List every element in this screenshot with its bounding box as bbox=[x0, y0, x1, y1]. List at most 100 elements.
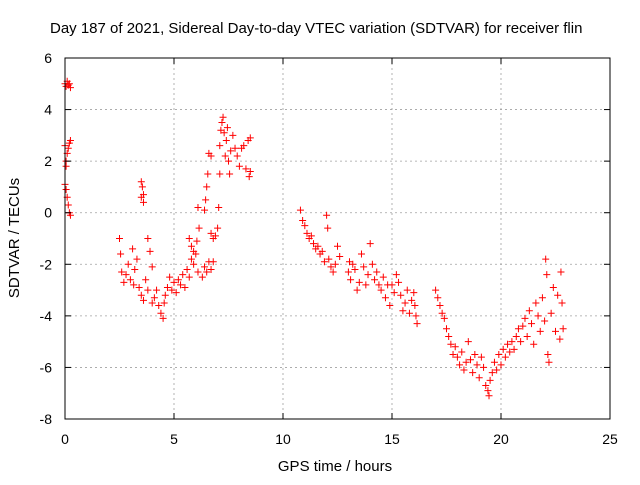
data-point bbox=[408, 296, 416, 304]
data-point bbox=[211, 232, 219, 240]
data-point bbox=[150, 294, 158, 302]
data-point bbox=[386, 302, 394, 310]
data-point bbox=[552, 327, 559, 335]
data-point bbox=[331, 260, 339, 268]
data-point bbox=[528, 320, 536, 328]
data-point bbox=[177, 281, 185, 289]
data-point bbox=[395, 278, 403, 286]
y-tick-label: 4 bbox=[44, 102, 52, 118]
data-point bbox=[547, 309, 555, 317]
data-point bbox=[347, 276, 355, 284]
data-point bbox=[349, 260, 357, 268]
data-point bbox=[194, 204, 202, 212]
data-point bbox=[368, 260, 376, 268]
data-point bbox=[379, 273, 387, 281]
data-point bbox=[219, 113, 227, 121]
data-point bbox=[214, 224, 222, 232]
data-point bbox=[137, 178, 145, 186]
data-point bbox=[246, 134, 254, 142]
x-tick-label: 20 bbox=[493, 431, 509, 447]
y-tick-label: 0 bbox=[44, 205, 52, 221]
data-point bbox=[484, 387, 492, 395]
data-point bbox=[542, 255, 550, 263]
data-point bbox=[399, 307, 407, 315]
data-point bbox=[301, 222, 309, 230]
data-point bbox=[221, 152, 229, 160]
data-point bbox=[366, 240, 374, 248]
data-point bbox=[160, 299, 168, 307]
data-point bbox=[534, 312, 542, 320]
y-tick-label: -2 bbox=[40, 256, 53, 272]
data-point bbox=[207, 152, 215, 160]
data-point bbox=[364, 271, 372, 279]
data-point bbox=[453, 353, 461, 361]
data-point bbox=[116, 235, 123, 242]
data-point bbox=[190, 260, 198, 268]
data-point bbox=[412, 312, 420, 320]
data-point bbox=[296, 206, 304, 214]
data-point bbox=[159, 314, 167, 322]
data-point bbox=[227, 147, 235, 155]
data-point bbox=[336, 253, 344, 261]
data-point bbox=[411, 302, 419, 310]
data-point bbox=[144, 286, 152, 294]
data-point bbox=[517, 338, 525, 346]
data-point bbox=[438, 309, 446, 317]
data-point bbox=[554, 291, 562, 299]
data-point bbox=[351, 265, 359, 273]
data-point bbox=[557, 268, 565, 276]
data-point bbox=[405, 309, 413, 317]
data-point bbox=[434, 294, 442, 302]
data-point bbox=[139, 198, 147, 206]
data-point bbox=[530, 340, 538, 348]
data-point bbox=[139, 296, 147, 304]
data-point bbox=[137, 291, 145, 299]
data-point bbox=[469, 369, 477, 377]
data-point bbox=[240, 142, 248, 150]
data-point bbox=[519, 322, 527, 330]
data-point bbox=[462, 358, 470, 366]
data-point bbox=[549, 283, 557, 291]
data-point bbox=[432, 286, 440, 294]
data-point bbox=[172, 289, 180, 297]
data-point bbox=[66, 137, 74, 145]
data-point bbox=[390, 289, 398, 297]
data-point bbox=[355, 278, 363, 286]
data-point bbox=[179, 271, 187, 279]
data-point bbox=[203, 183, 211, 191]
data-points bbox=[61, 77, 567, 400]
data-point bbox=[218, 118, 226, 126]
data-point bbox=[66, 84, 74, 92]
data-point bbox=[464, 338, 472, 346]
data-point bbox=[480, 363, 488, 371]
data-point bbox=[168, 286, 176, 294]
data-point bbox=[163, 283, 171, 291]
data-point bbox=[508, 338, 516, 346]
y-tick-label: 6 bbox=[44, 50, 52, 66]
data-point bbox=[148, 299, 156, 307]
data-point bbox=[471, 351, 479, 359]
data-point bbox=[375, 281, 383, 289]
data-point bbox=[225, 157, 232, 165]
data-point bbox=[161, 291, 169, 299]
data-point bbox=[138, 183, 146, 191]
data-point bbox=[512, 332, 520, 340]
data-point bbox=[209, 258, 217, 266]
data-point bbox=[148, 263, 156, 271]
data-point bbox=[521, 314, 529, 322]
data-point bbox=[203, 268, 211, 276]
data-point bbox=[556, 335, 564, 343]
data-point bbox=[377, 286, 385, 294]
data-point bbox=[525, 307, 533, 315]
data-point bbox=[490, 358, 498, 366]
data-point bbox=[499, 345, 507, 353]
data-point bbox=[440, 314, 448, 322]
data-point bbox=[202, 196, 210, 204]
data-point bbox=[118, 268, 126, 276]
data-point bbox=[174, 276, 182, 284]
x-tick-label: 5 bbox=[170, 431, 178, 447]
data-point bbox=[242, 165, 250, 173]
data-point bbox=[401, 299, 409, 307]
data-point bbox=[64, 201, 72, 209]
